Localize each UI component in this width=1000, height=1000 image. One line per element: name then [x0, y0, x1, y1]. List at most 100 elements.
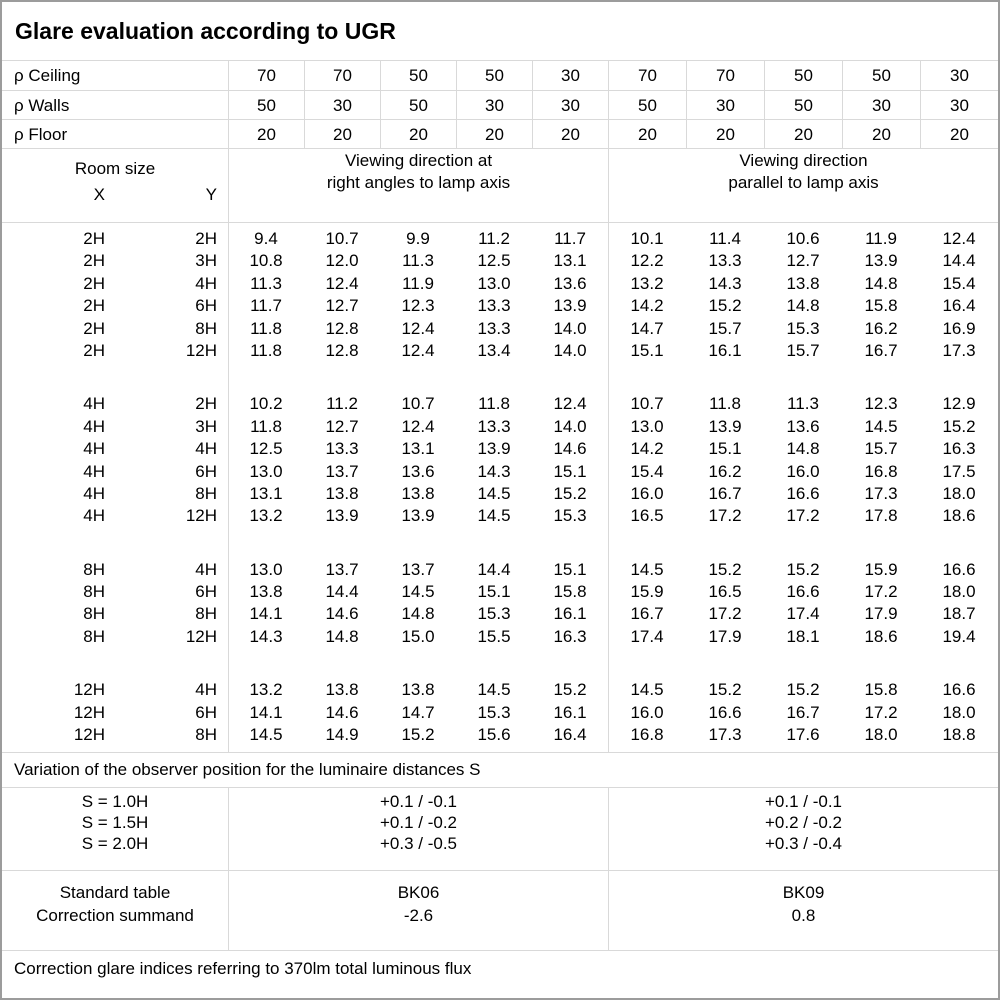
value-cell: 70: [686, 61, 764, 90]
value-cell: 50: [456, 61, 532, 90]
ugr-value-cell: 12.4: [553, 394, 587, 414]
ugr-value-cell: 14.1: [249, 702, 283, 722]
ugr-value-cell: 15.2: [401, 725, 435, 745]
ugr-value-cell: 16.9: [942, 318, 976, 338]
ugr-value-cell: 17.2: [864, 702, 898, 722]
ugr-value-cell: 17.2: [786, 506, 820, 526]
column-header-band: Room size X Y Viewing direction at right…: [2, 148, 998, 222]
ugr-value-cell: 15.4: [630, 461, 664, 481]
correction-summand-value-parallel: 0.8: [791, 906, 816, 925]
ugr-value-cell: 15.3: [553, 506, 587, 526]
ugr-value-cell: 14.0: [553, 340, 587, 360]
y-cell: 4H: [195, 559, 217, 579]
ugr-value-cell: 16.0: [630, 702, 664, 722]
table-row: 4H 3H 11.8 12.7 12.4 13.3 14.0 13.0 13.9 13.6 14.5…: [2, 416, 998, 438]
ugr-value-cell: 16.7: [786, 702, 820, 722]
value-cell: 50: [764, 91, 842, 119]
ugr-value-cell: 18.8: [942, 725, 976, 745]
x-cell: 2H: [83, 229, 105, 248]
ugr-value-cell: 15.0: [401, 626, 435, 646]
ugr-value-cell: 15.2: [553, 680, 587, 700]
ugr-value-cell: 16.8: [864, 461, 898, 481]
table-row: 2H 4H 11.3 12.4 11.9 13.0 13.6 13.2 14.3 13.8 14.8…: [2, 273, 998, 295]
s-distance-labels: S = 1.0H S = 1.5H S = 2.0H: [2, 788, 228, 870]
correction-summand-value-right-angles: -2.6: [403, 906, 434, 925]
ugr-value-cell: 14.5: [864, 416, 898, 436]
ugr-value-cell: 12.7: [325, 416, 359, 436]
ugr-value-cell: 16.7: [864, 340, 898, 360]
ugr-value-cell: 13.1: [401, 439, 435, 459]
value-cell: 20: [456, 120, 532, 148]
ugr-value-cell: 13.0: [630, 416, 664, 436]
value-cell: 30: [456, 91, 532, 119]
ugr-value-cell: 13.1: [249, 483, 283, 503]
ugr-value-cell: 15.3: [786, 318, 820, 338]
ugr-value-cell: 13.7: [325, 461, 359, 481]
ugr-value-cell: 13.0: [249, 559, 283, 579]
table-row: 8H 6H 13.8 14.4 14.5 15.1 15.8 15.9 16.5 16.6 17.2…: [2, 581, 998, 603]
ugr-value-cell: 11.8: [250, 318, 282, 338]
value-cell: 30: [532, 61, 608, 90]
y-cell: 4H: [195, 273, 217, 293]
ugr-value-cell: 14.4: [325, 582, 359, 602]
ugr-value-cell: 16.6: [786, 483, 820, 503]
ugr-value-cell: 10.6: [786, 229, 820, 248]
ugr-value-cell: 12.5: [477, 251, 511, 271]
ugr-value-cell: 10.7: [401, 394, 435, 414]
ugr-value-cell: 11.3: [250, 273, 282, 293]
footer-note: Correction glare indices referring to 37…: [2, 950, 998, 998]
ugr-value-cell: 12.0: [325, 251, 359, 271]
ugr-value-cell: 15.6: [477, 725, 511, 745]
reflectance-label: ρ Walls: [14, 96, 70, 115]
room-size-header: Room size X Y: [2, 149, 228, 222]
ugr-value-cell: 16.0: [630, 483, 664, 503]
ugr-value-cell: 15.9: [630, 582, 664, 602]
y-cell: 12H: [185, 626, 217, 646]
ugr-value-cell: 14.6: [553, 439, 587, 459]
ugr-value-cell: 11.8: [250, 416, 282, 436]
ugr-value-cell: 13.6: [553, 273, 587, 293]
ugr-value-cell: 13.7: [325, 559, 359, 579]
table-row: 4H 8H 13.1 13.8 13.8 14.5 15.2 16.0 16.7 16.6 17.3…: [2, 483, 998, 505]
ugr-value-cell: 14.5: [630, 559, 664, 579]
y-cell: 8H: [195, 604, 217, 624]
y-cell: 3H: [195, 416, 217, 436]
ugr-value-cell: 17.4: [630, 626, 664, 646]
ugr-value-cell: 17.4: [786, 604, 820, 624]
value-cell: 20: [920, 120, 998, 148]
x-cell: 12H: [73, 702, 105, 722]
ugr-value-cell: 15.4: [942, 273, 976, 293]
room-size-group: 8H 4H 13.0 13.7 13.7 14.4 15.1 14.5 15.2 15.2 15.9…: [2, 559, 998, 649]
value-cell: 20: [608, 120, 686, 148]
ugr-value-cell: 15.2: [942, 416, 976, 436]
ugr-value-cell: 15.8: [864, 680, 898, 700]
ugr-value-cell: 15.1: [553, 461, 587, 481]
ugr-value-cell: 16.6: [786, 582, 820, 602]
table-row: 8H 12H 14.3 14.8 15.0 15.5 16.3 17.4 17.9 18.1 18.…: [2, 626, 998, 648]
value-cell: 30: [304, 91, 380, 119]
ugr-value-cell: 14.5: [477, 506, 511, 526]
ugr-value-cell: 15.1: [630, 340, 664, 360]
ugr-value-cell: 15.8: [553, 582, 587, 602]
ugr-value-cell: 14.4: [942, 251, 976, 271]
reflectance-values: 70 70 50 50 30 70 70 50 50 30: [228, 61, 998, 90]
x-cell: 4H: [83, 461, 105, 481]
table-row: 2H 12H 11.8 12.8 12.4 13.4 14.0 15.1 16.1 15.7 16.…: [2, 340, 998, 362]
ugr-value-cell: 10.1: [630, 229, 664, 248]
ugr-value-cell: 15.2: [708, 559, 742, 579]
room-size-group: 12H 4H 13.2 13.8 13.8 14.5 15.2 14.5 15.2 15.2 15.…: [2, 679, 998, 746]
standard-table-section: Standard table Correction summand BK06 -…: [2, 870, 998, 950]
ugr-value-cell: 9.9: [406, 229, 430, 248]
ugr-value-cell: 16.1: [553, 604, 587, 624]
ugr-value-cell: 11.7: [554, 229, 586, 248]
x-cell: 4H: [83, 439, 105, 459]
reflectance-label: ρ Floor: [14, 125, 68, 144]
ugr-value-cell: 14.3: [477, 461, 511, 481]
reflectance-label: ρ Ceiling: [14, 66, 81, 85]
y-cell: 8H: [195, 318, 217, 338]
correction-summand-label: Correction summand: [36, 906, 194, 925]
ugr-value-cell: 16.6: [708, 702, 742, 722]
ugr-value-cell: 13.8: [325, 483, 359, 503]
value-cell: 30: [532, 91, 608, 119]
